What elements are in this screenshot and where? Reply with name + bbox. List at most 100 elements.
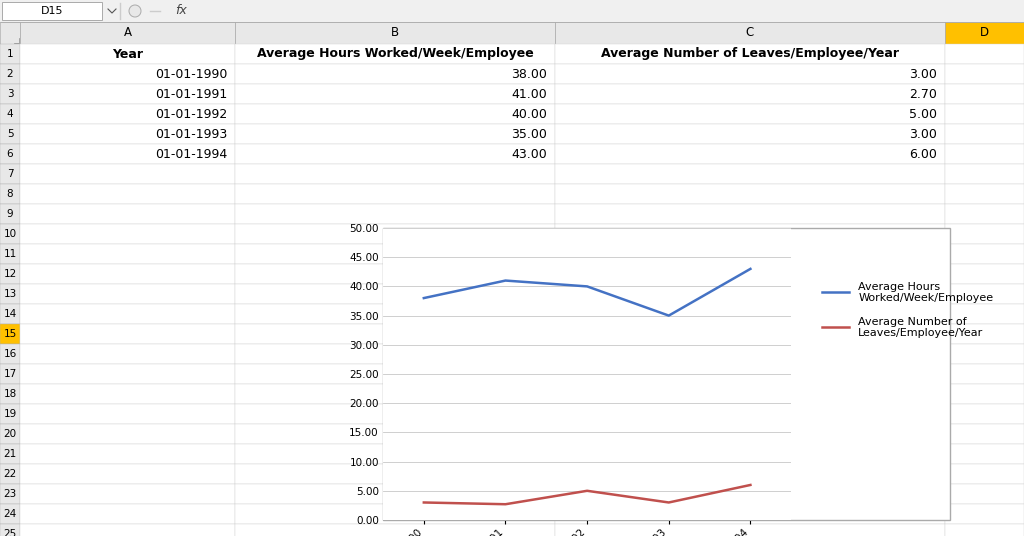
Text: 3: 3 — [7, 89, 13, 99]
Bar — [234, 284, 555, 304]
Bar — [0, 344, 20, 364]
Text: 10: 10 — [3, 229, 16, 239]
Bar — [234, 264, 555, 284]
Bar — [20, 244, 234, 264]
Bar — [555, 524, 945, 536]
Bar — [555, 264, 945, 284]
Bar — [0, 304, 20, 324]
Text: 3.00: 3.00 — [909, 128, 937, 140]
Bar — [555, 464, 945, 484]
Average Number of
Leaves/Employee/Year — [744, 482, 757, 488]
Average Number of
Leaves/Employee/Year — [581, 488, 593, 494]
Bar — [945, 204, 1024, 224]
Bar — [20, 184, 234, 204]
Text: 21: 21 — [3, 449, 16, 459]
Bar — [555, 484, 945, 504]
Line: Average Number of
Leaves/Employee/Year: Average Number of Leaves/Employee/Year — [424, 485, 751, 504]
Text: 12: 12 — [3, 269, 16, 279]
Bar — [0, 324, 20, 344]
Bar — [234, 44, 555, 64]
Bar — [555, 384, 945, 404]
Text: 22: 22 — [3, 469, 16, 479]
Bar — [20, 84, 234, 104]
Bar — [234, 504, 555, 524]
Bar — [555, 324, 945, 344]
Bar — [945, 224, 1024, 244]
Text: 6.00: 6.00 — [909, 147, 937, 160]
Text: 19: 19 — [3, 409, 16, 419]
Text: Average Hours Worked/Week/Employee: Average Hours Worked/Week/Employee — [257, 48, 534, 61]
Bar — [555, 164, 945, 184]
Text: 20: 20 — [3, 429, 16, 439]
Bar — [555, 124, 945, 144]
Bar — [0, 364, 20, 384]
Bar — [945, 184, 1024, 204]
Bar — [0, 284, 20, 304]
Text: 7: 7 — [7, 169, 13, 179]
Bar — [555, 44, 945, 64]
Bar — [0, 184, 20, 204]
Bar — [945, 464, 1024, 484]
Text: fx: fx — [175, 4, 186, 18]
Legend: Average Hours
Worked/Week/Employee, Average Number of
Leaves/Employee/Year: Average Hours Worked/Week/Employee, Aver… — [817, 277, 998, 343]
Bar — [20, 524, 234, 536]
Bar — [234, 524, 555, 536]
Bar — [555, 22, 945, 44]
Text: 01-01-1994: 01-01-1994 — [155, 147, 227, 160]
Bar — [234, 164, 555, 184]
Bar — [234, 84, 555, 104]
Bar — [20, 164, 234, 184]
Bar — [0, 404, 20, 424]
Bar — [555, 64, 945, 84]
Bar — [555, 224, 945, 244]
Bar — [20, 144, 234, 164]
Bar — [945, 484, 1024, 504]
Bar — [945, 364, 1024, 384]
Bar — [945, 144, 1024, 164]
Bar — [945, 164, 1024, 184]
Bar — [20, 364, 234, 384]
Bar — [20, 464, 234, 484]
Bar — [945, 504, 1024, 524]
Bar — [555, 204, 945, 224]
Bar — [234, 304, 555, 324]
Bar — [234, 344, 555, 364]
Text: 01-01-1992: 01-01-1992 — [155, 108, 227, 121]
Text: 9: 9 — [7, 209, 13, 219]
Average Hours
Worked/Week/Employee — [663, 312, 675, 319]
Text: 2: 2 — [7, 69, 13, 79]
Bar — [0, 524, 20, 536]
Bar — [383, 228, 950, 520]
Average Number of
Leaves/Employee/Year — [418, 499, 430, 505]
Bar — [555, 144, 945, 164]
Text: 35.00: 35.00 — [511, 128, 547, 140]
Bar — [0, 244, 20, 264]
Bar — [555, 84, 945, 104]
Bar — [20, 104, 234, 124]
Bar — [945, 444, 1024, 464]
Text: 38.00: 38.00 — [511, 68, 547, 80]
Bar — [234, 464, 555, 484]
Bar — [945, 124, 1024, 144]
Bar — [234, 324, 555, 344]
Bar — [0, 0, 1024, 22]
Bar — [20, 124, 234, 144]
Bar — [0, 164, 20, 184]
Bar — [0, 144, 20, 164]
Bar — [945, 84, 1024, 104]
Text: 5.00: 5.00 — [909, 108, 937, 121]
Bar — [20, 204, 234, 224]
Text: Year: Year — [112, 48, 143, 61]
Bar — [945, 324, 1024, 344]
Text: 14: 14 — [3, 309, 16, 319]
Bar — [20, 264, 234, 284]
Text: 24: 24 — [3, 509, 16, 519]
Average Hours
Worked/Week/Employee — [581, 283, 593, 289]
Bar — [555, 444, 945, 464]
Bar — [20, 64, 234, 84]
Average Hours
Worked/Week/Employee — [744, 266, 757, 272]
Bar — [0, 224, 20, 244]
Text: C: C — [745, 26, 754, 40]
Bar — [555, 404, 945, 424]
Text: A: A — [124, 26, 131, 40]
